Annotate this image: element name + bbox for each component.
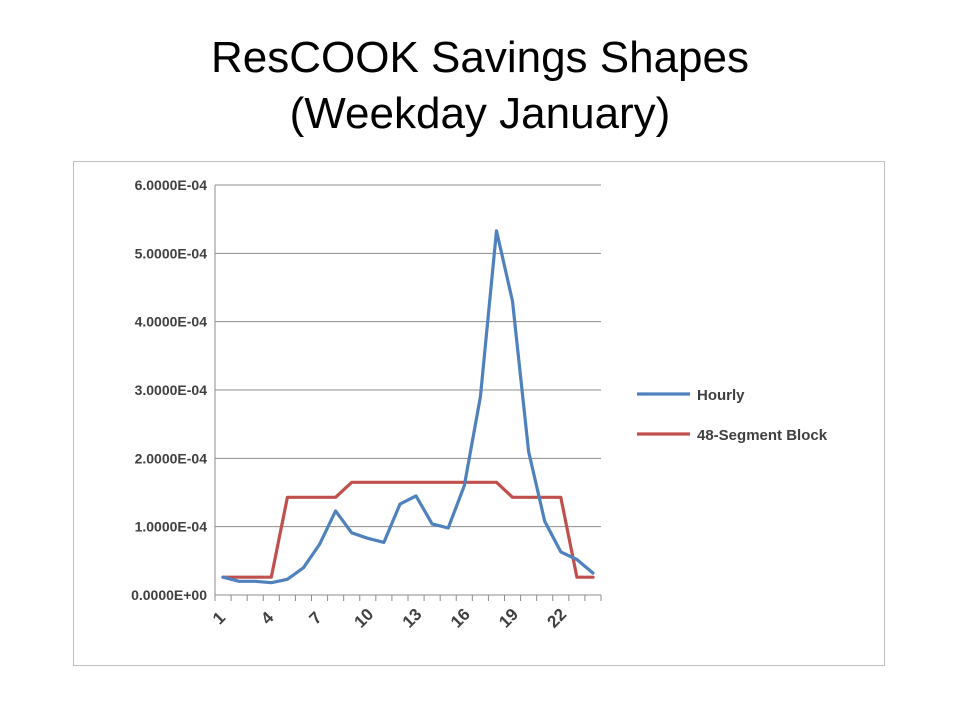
legend-label: 48-Segment Block	[697, 427, 828, 444]
chart-frame: 0.0000E+00 1.0000E-04 2.0000E-04 3.0000E-04…	[73, 161, 885, 666]
x-tick-label: 16	[447, 605, 474, 632]
y-tick-label: 5.0000E-04	[135, 245, 208, 261]
y-tick-label: 3.0000E-04	[135, 382, 208, 398]
legend-label: Hourly	[697, 387, 745, 404]
x-tick-label: 22	[543, 605, 570, 632]
x-tick-label: 19	[495, 605, 522, 632]
y-tick-label: 2.0000E-04	[135, 450, 208, 466]
y-tick-label: 0.0000E+00	[131, 587, 207, 603]
x-tick-label: 4	[257, 608, 278, 629]
y-tick-label: 1.0000E-04	[135, 519, 208, 535]
y-tick-label: 6.0000E-04	[135, 177, 208, 193]
line-chart: 0.0000E+00 1.0000E-04 2.0000E-04 3.0000E-04…	[131, 177, 828, 632]
slide-title-line-1: ResCOOK Savings Shapes	[210, 33, 750, 82]
series-hourly-line	[221, 229, 595, 585]
x-tick-label: 13	[399, 605, 426, 632]
slide-title-line-2: (Weekday January)	[289, 89, 671, 138]
y-tick-label: 4.0000E-04	[135, 314, 208, 330]
slide-title: ResCOOK Savings Shapes (Weekday January)	[0, 30, 960, 142]
x-tick-label: 1	[209, 608, 229, 628]
x-tick-label: 7	[306, 608, 326, 628]
series-48-segment-block-line	[221, 480, 595, 579]
x-tick-label: 10	[350, 605, 377, 632]
